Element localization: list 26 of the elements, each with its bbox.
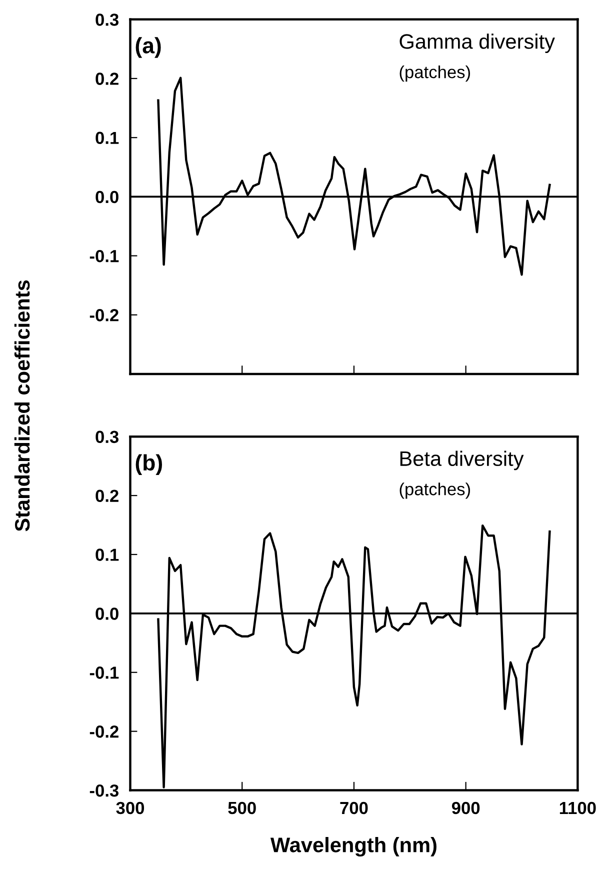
y-tick-label: -0.1 [90, 666, 119, 679]
x-tick-label: 300 [116, 802, 144, 814]
annotation: Gamma diversity [400, 34, 555, 54]
x-tick-label: 900 [452, 802, 480, 814]
y-tick-label: 0.0 [96, 608, 118, 620]
y-tick-label: -0.3 [90, 784, 119, 797]
x-tick-label: 1100 [560, 802, 596, 814]
x-tick-label: 700 [340, 802, 368, 814]
y-tick-label: 0.1 [96, 548, 119, 561]
y-tick-label: -0.1 [90, 250, 119, 262]
y-tick-label: 0.0 [96, 190, 118, 204]
y-tick-label: -0.2 [90, 309, 118, 322]
annotation: (b) [136, 454, 162, 475]
y-tick-label: 0.3 [96, 14, 119, 26]
y-tick-label: 0.1 [96, 132, 119, 144]
y-tick-label: 0.3 [96, 430, 119, 444]
x-axis-title: Wavelength (nm) [270, 837, 436, 857]
y-tick-label: -0.2 [90, 725, 118, 738]
y-tick-label: 0.2 [96, 72, 118, 85]
annotation: (patches) [400, 482, 470, 499]
y-axis-title: Standardized coefficients [14, 280, 30, 532]
y-tick-label: 0.2 [96, 490, 118, 502]
x-tick-label: 500 [228, 802, 256, 814]
annotation: (patches) [400, 65, 470, 82]
annotation: (a) [136, 37, 161, 58]
annotation: Beta diversity [400, 450, 524, 470]
